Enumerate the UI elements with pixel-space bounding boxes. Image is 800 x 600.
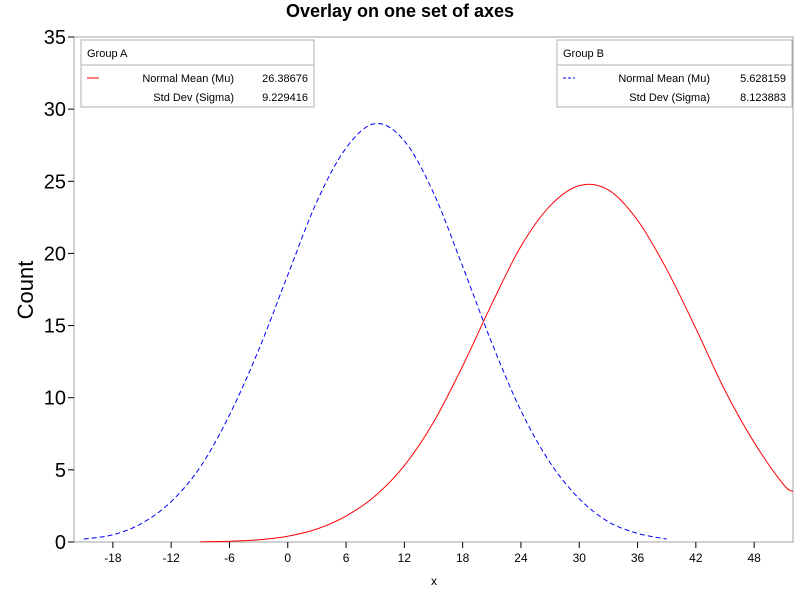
x-tick-label: 18 xyxy=(456,551,470,565)
x-tick-label: -18 xyxy=(104,551,122,565)
y-tick-label: 0 xyxy=(55,532,66,554)
legend-row-value: 9.229416 xyxy=(262,92,308,104)
x-axis: -18 -12 -6 0 6 12 18 24 30 36 42 48 xyxy=(104,542,761,565)
x-tick-label: 48 xyxy=(747,551,761,565)
x-tick-label: 36 xyxy=(631,551,645,565)
x-tick-label: 6 xyxy=(343,551,350,565)
y-tick-label: 15 xyxy=(44,316,66,338)
legend-title: Group A xyxy=(87,48,128,60)
y-tick-label: 20 xyxy=(44,243,66,265)
x-axis-label: x xyxy=(431,574,437,588)
series-layer xyxy=(83,122,794,543)
y-tick-label: 30 xyxy=(44,99,66,121)
y-tick-label: 25 xyxy=(44,171,66,193)
legend-row-label: Std Dev (Sigma) xyxy=(629,92,710,104)
y-axis-label: Count xyxy=(13,261,38,320)
x-tick-label: -6 xyxy=(224,551,235,565)
x-tick-label: 24 xyxy=(514,551,528,565)
plot-area-frame xyxy=(73,36,794,543)
legend-row-label: Std Dev (Sigma) xyxy=(153,92,234,104)
legend-row-label: Normal Mean (Mu) xyxy=(618,73,710,85)
chart-title: Overlay on one set of axes xyxy=(286,1,514,21)
legend-layer: Group A Normal Mean (Mu) 26.38676 Std Dev (… xyxy=(80,39,793,108)
legend-row-label: Normal Mean (Mu) xyxy=(142,73,234,85)
legend-box-group-a: Group A Normal Mean (Mu) 26.38676 Std Dev (… xyxy=(80,39,315,108)
legend-frame xyxy=(556,39,793,108)
legend-frame xyxy=(80,39,315,108)
x-tick-label: 0 xyxy=(284,551,291,565)
y-tick-label: 35 xyxy=(44,27,66,49)
y-tick-label: 10 xyxy=(44,388,66,410)
legend-box-group-b: Group B Normal Mean (Mu) 5.628159 Std Dev (… xyxy=(556,39,793,108)
x-tick-label: 30 xyxy=(573,551,587,565)
x-tick-label: -12 xyxy=(162,551,180,565)
legend-row-value: 26.38676 xyxy=(262,73,308,85)
series-line-0 xyxy=(200,183,794,543)
legend-title: Group B xyxy=(563,48,604,60)
y-tick-label: 5 xyxy=(55,460,66,482)
y-axis: 0 5 10 15 20 25 30 35 xyxy=(44,27,74,554)
x-tick-label: 12 xyxy=(398,551,412,565)
legend-row-value: 5.628159 xyxy=(740,73,786,85)
series-line-1 xyxy=(83,122,667,540)
legend-row-value: 8.123883 xyxy=(740,92,786,104)
x-tick-label: 42 xyxy=(689,551,703,565)
